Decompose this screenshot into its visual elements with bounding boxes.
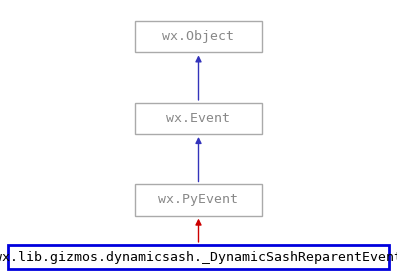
Text: wx.lib.gizmos.dynamicsash._DynamicSashReparentEvent: wx.lib.gizmos.dynamicsash._DynamicSashRe… [0, 251, 397, 264]
Text: wx.Object: wx.Object [162, 30, 235, 43]
Text: wx.Event: wx.Event [166, 112, 231, 125]
Bar [135, 184, 262, 215]
Text: wx.PyEvent: wx.PyEvent [158, 193, 239, 206]
Bar [8, 245, 389, 269]
Bar [135, 21, 262, 52]
Bar [135, 103, 262, 134]
